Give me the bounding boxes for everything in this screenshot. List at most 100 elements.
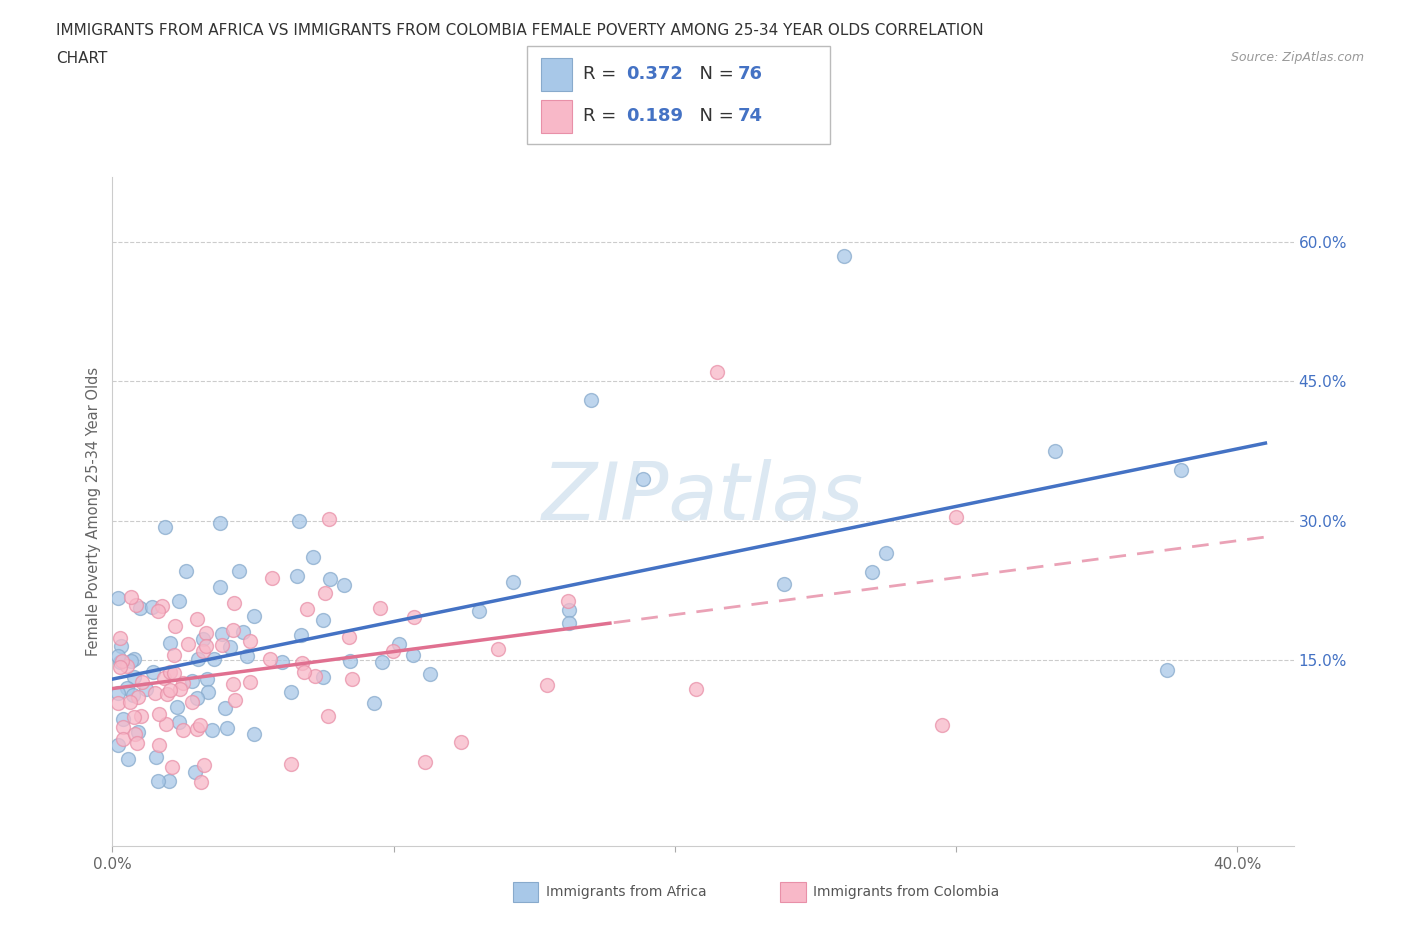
Point bbox=[169, 682, 191, 697]
Point bbox=[1156, 662, 1178, 677]
Point bbox=[558, 603, 581, 618]
Point bbox=[156, 686, 179, 701]
Point bbox=[239, 633, 262, 648]
Point bbox=[159, 683, 181, 698]
Point bbox=[159, 664, 181, 679]
Point bbox=[832, 248, 855, 263]
Point bbox=[579, 392, 602, 407]
Point bbox=[145, 750, 167, 764]
Point bbox=[115, 658, 138, 673]
Point bbox=[1043, 444, 1066, 458]
Point bbox=[259, 651, 281, 666]
Point bbox=[186, 722, 208, 737]
Point bbox=[242, 608, 264, 623]
Y-axis label: Female Poverty Among 25-34 Year Olds: Female Poverty Among 25-34 Year Olds bbox=[86, 367, 101, 656]
Point bbox=[218, 640, 240, 655]
Point bbox=[127, 724, 149, 739]
Point bbox=[110, 631, 132, 645]
Point bbox=[211, 638, 233, 653]
Point bbox=[159, 635, 181, 650]
Text: Immigrants from Africa: Immigrants from Africa bbox=[546, 884, 706, 899]
Point bbox=[486, 642, 509, 657]
Point bbox=[167, 593, 190, 608]
Point bbox=[319, 572, 342, 587]
Point bbox=[117, 680, 139, 695]
Text: 76: 76 bbox=[738, 65, 763, 84]
Point bbox=[316, 709, 339, 724]
Point bbox=[107, 737, 129, 752]
Point bbox=[107, 591, 129, 605]
Point bbox=[110, 639, 132, 654]
Point bbox=[122, 670, 145, 684]
Text: ZIPatlas: ZIPatlas bbox=[541, 459, 865, 538]
Point bbox=[124, 726, 146, 741]
Point bbox=[127, 689, 149, 704]
Point bbox=[201, 723, 224, 737]
Point bbox=[129, 601, 152, 616]
Point bbox=[187, 652, 209, 667]
Point bbox=[180, 674, 202, 689]
Point bbox=[304, 669, 326, 684]
Point bbox=[773, 577, 796, 591]
Point bbox=[143, 685, 166, 700]
Text: R =: R = bbox=[583, 65, 623, 84]
Point bbox=[110, 654, 132, 669]
Point bbox=[174, 564, 197, 578]
Point bbox=[163, 619, 186, 634]
Point bbox=[931, 718, 953, 733]
Point bbox=[111, 732, 134, 747]
Point bbox=[224, 693, 246, 708]
Point bbox=[342, 671, 364, 686]
Point bbox=[107, 696, 129, 711]
Point bbox=[122, 688, 145, 703]
Point bbox=[163, 666, 186, 681]
Point bbox=[191, 631, 214, 646]
Point bbox=[193, 757, 215, 772]
Point bbox=[224, 595, 246, 610]
Point bbox=[280, 756, 302, 771]
Point bbox=[332, 578, 354, 592]
Text: 0.372: 0.372 bbox=[626, 65, 682, 84]
Point bbox=[209, 579, 232, 594]
Point bbox=[155, 717, 177, 732]
Point bbox=[167, 715, 190, 730]
Point bbox=[112, 720, 135, 735]
Point bbox=[188, 718, 211, 733]
Point bbox=[288, 513, 311, 528]
Point bbox=[146, 774, 169, 789]
Point bbox=[631, 472, 654, 486]
Point bbox=[108, 655, 131, 670]
Point bbox=[295, 602, 318, 617]
Point bbox=[214, 701, 236, 716]
Point bbox=[129, 709, 152, 724]
Text: CHART: CHART bbox=[56, 51, 108, 66]
Point bbox=[558, 616, 581, 631]
Point bbox=[177, 637, 200, 652]
Point bbox=[287, 568, 309, 583]
Point bbox=[208, 516, 231, 531]
Point bbox=[860, 565, 883, 579]
Point bbox=[557, 593, 579, 608]
Point bbox=[236, 648, 259, 663]
Point bbox=[402, 610, 425, 625]
Point bbox=[262, 570, 284, 585]
Point bbox=[120, 653, 142, 668]
Text: Source: ZipAtlas.com: Source: ZipAtlas.com bbox=[1230, 51, 1364, 64]
Point bbox=[222, 677, 245, 692]
Point bbox=[270, 655, 292, 670]
Point bbox=[172, 676, 194, 691]
Text: IMMIGRANTS FROM AFRICA VS IMMIGRANTS FROM COLOMBIA FEMALE POVERTY AMONG 25-34 YE: IMMIGRANTS FROM AFRICA VS IMMIGRANTS FRO… bbox=[56, 23, 984, 38]
Point bbox=[157, 774, 180, 789]
Point bbox=[146, 603, 169, 618]
Point bbox=[110, 659, 132, 674]
Point bbox=[314, 586, 336, 601]
Point bbox=[301, 550, 323, 565]
Point bbox=[536, 677, 558, 692]
Point bbox=[190, 775, 212, 790]
Point bbox=[232, 624, 254, 639]
Point bbox=[211, 627, 233, 642]
Point bbox=[125, 597, 148, 612]
Point bbox=[242, 726, 264, 741]
Point bbox=[450, 735, 472, 750]
Point bbox=[153, 520, 176, 535]
